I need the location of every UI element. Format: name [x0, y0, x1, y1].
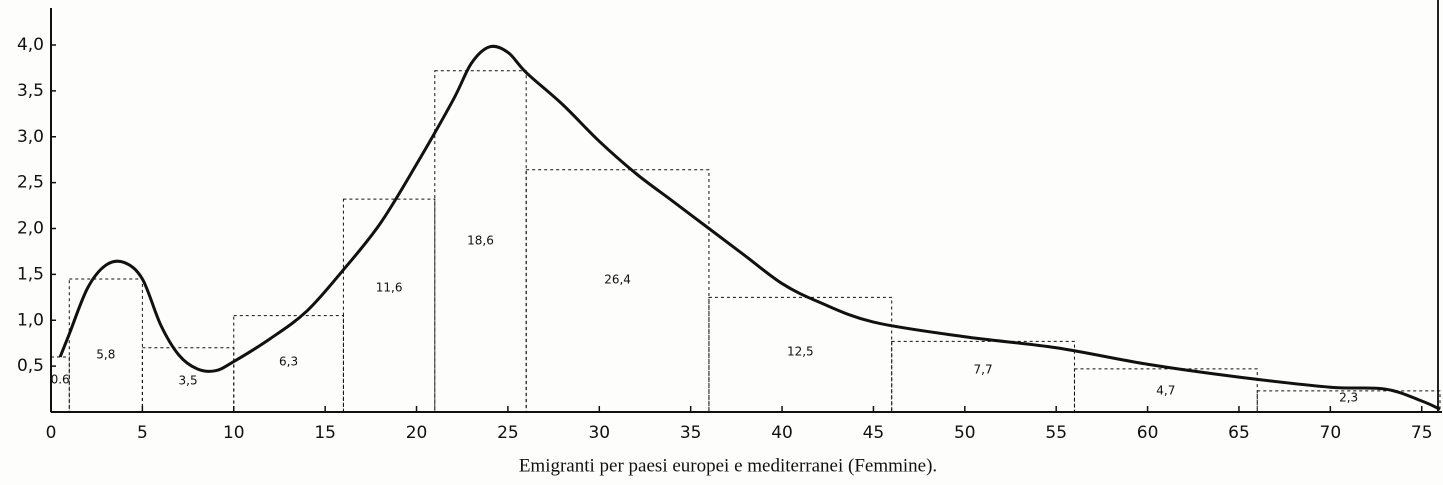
- area-label: 18,6: [467, 234, 494, 248]
- area-label: 11,6: [376, 281, 403, 295]
- area-label: 3,5: [179, 374, 198, 388]
- bar: [891, 340, 1075, 413]
- y-tick-label: 1,0: [17, 310, 44, 330]
- y-tick-label: 4,0: [17, 35, 44, 55]
- area-label: 2,3: [1339, 391, 1358, 405]
- area-label: 6,3: [279, 355, 298, 369]
- y-tick-label: 0,5: [17, 356, 44, 376]
- x-tick-label: 55: [1045, 423, 1067, 443]
- x-tick-label: 60: [1137, 423, 1159, 443]
- curve: [58, 44, 1441, 411]
- x-tick-label: 75: [1411, 423, 1433, 443]
- y-tick-label: 2,0: [17, 219, 44, 239]
- area-label: 7,7: [974, 363, 993, 377]
- area-label: 4,7: [1156, 384, 1175, 398]
- x-tick-label: 65: [1228, 423, 1250, 443]
- bar: [342, 198, 436, 413]
- x-tick-label: 35: [680, 423, 702, 443]
- x-tick-label: 45: [863, 423, 885, 443]
- area-label: 26,4: [604, 273, 631, 287]
- x-tick-label: 40: [771, 423, 793, 443]
- x-tick-label: 0: [46, 423, 57, 443]
- x-tick-label: 5: [137, 423, 148, 443]
- y-tick-label: 1,5: [17, 264, 44, 284]
- x-tick-label: 15: [314, 423, 336, 443]
- area-label: 5,8: [96, 348, 115, 362]
- y-tick-label: 3,5: [17, 81, 44, 101]
- x-tick-label: 25: [497, 423, 519, 443]
- area-label: 0.6: [51, 373, 70, 387]
- x-tick-label: 30: [588, 423, 610, 443]
- area-label: 12,5: [787, 345, 814, 359]
- x-tick-label: 50: [954, 423, 976, 443]
- bar: [1256, 390, 1441, 413]
- x-tick-label: 10: [223, 423, 245, 443]
- y-tick-label: 3,0: [17, 127, 44, 147]
- x-tick-label: 20: [406, 423, 428, 443]
- bar: [68, 278, 143, 413]
- bar: [525, 169, 710, 413]
- x-tick-label: 70: [1320, 423, 1342, 443]
- bar: [233, 315, 344, 413]
- caption: Emigranti per paesi europei e mediterran…: [519, 455, 937, 476]
- y-tick-label: 2,5: [17, 173, 44, 193]
